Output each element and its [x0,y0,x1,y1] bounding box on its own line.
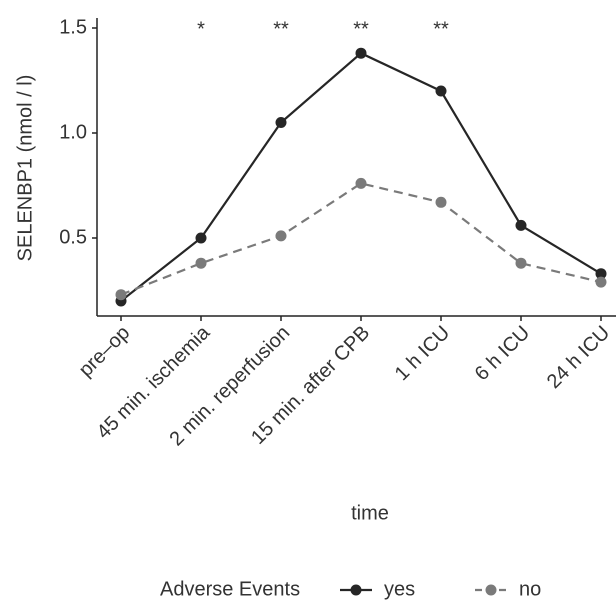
data-point [435,196,447,208]
data-point [595,268,607,280]
y-tick-label: 0.5 [59,226,87,248]
x-tick-label: pre–op [75,322,135,382]
data-point [515,219,527,231]
x-tick-label: 24 h ICU [543,322,614,393]
data-point [275,230,287,242]
legend-symbol-point [485,584,497,596]
data-point [115,289,127,301]
data-point [355,47,367,59]
x-tick-label: 6 h ICU [471,322,535,386]
data-point [595,276,607,288]
data-point [195,257,207,269]
y-tick-label: 1.5 [59,16,87,38]
y-tick-label: 1.0 [59,121,87,143]
data-point [275,117,287,128]
significance-label: ** [273,18,289,40]
y-axis-title: SELENBP1 (nmol / l) [14,75,36,262]
legend-symbol-point [350,584,362,596]
x-axis-title: time [351,502,389,524]
series-line [120,182,602,296]
legend-label: no [519,578,541,600]
significance-label: ** [353,18,369,40]
data-point [515,257,527,269]
legend-title: Adverse Events [160,578,300,600]
legend-label: yes [384,578,415,600]
data-point [355,177,367,189]
x-tick-label: 1 h ICU [391,322,455,386]
significance-label: * [197,18,205,40]
data-point [435,85,447,97]
series-line [120,51,602,302]
significance-label: ** [433,18,449,40]
data-point [195,232,207,244]
